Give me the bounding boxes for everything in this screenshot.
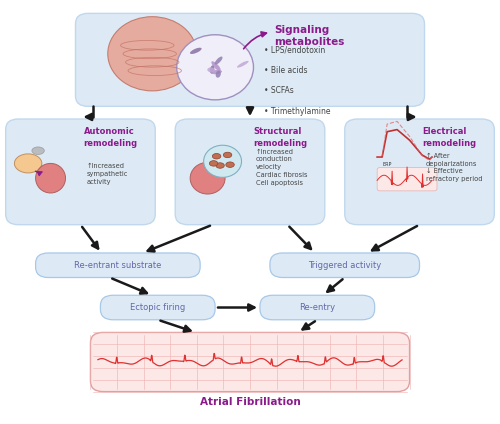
Circle shape (204, 145, 242, 177)
FancyBboxPatch shape (270, 253, 420, 277)
Ellipse shape (210, 65, 214, 73)
Ellipse shape (216, 163, 224, 168)
Ellipse shape (212, 153, 221, 159)
Ellipse shape (32, 147, 44, 154)
FancyBboxPatch shape (6, 119, 156, 225)
Ellipse shape (226, 162, 234, 167)
Ellipse shape (215, 56, 222, 64)
FancyBboxPatch shape (90, 332, 409, 392)
Text: • SCFAs: • SCFAs (264, 86, 294, 95)
Circle shape (176, 35, 254, 100)
Ellipse shape (190, 48, 202, 54)
Ellipse shape (14, 154, 42, 173)
Ellipse shape (36, 163, 66, 193)
Text: Autonomic
remodeling: Autonomic remodeling (84, 128, 138, 148)
Ellipse shape (190, 162, 225, 194)
Text: Structural
remodeling: Structural remodeling (253, 128, 307, 148)
FancyBboxPatch shape (377, 167, 437, 191)
Text: Re-entrant substrate: Re-entrant substrate (74, 261, 162, 270)
Ellipse shape (208, 67, 215, 73)
FancyBboxPatch shape (100, 295, 215, 320)
Text: • Trimethylamine: • Trimethylamine (264, 107, 330, 116)
Ellipse shape (210, 161, 218, 166)
Ellipse shape (237, 61, 248, 68)
Text: ERP: ERP (382, 162, 392, 167)
Ellipse shape (216, 71, 221, 78)
FancyBboxPatch shape (76, 14, 424, 106)
Text: Re-entry: Re-entry (299, 303, 336, 312)
Text: • LPS/endotoxin: • LPS/endotoxin (264, 46, 325, 55)
FancyBboxPatch shape (175, 119, 325, 225)
Text: • Bile acids: • Bile acids (264, 66, 308, 75)
Text: Triggered activity: Triggered activity (308, 261, 382, 270)
Text: ↑Increased
sympathetic
activity: ↑Increased sympathetic activity (86, 163, 128, 185)
Text: Ectopic firing: Ectopic firing (130, 303, 186, 312)
Ellipse shape (108, 17, 197, 91)
Ellipse shape (224, 152, 232, 158)
Ellipse shape (212, 61, 220, 71)
Ellipse shape (210, 70, 222, 74)
Text: ↑ After
depolarizations
↓ Effective
refractory period: ↑ After depolarizations ↓ Effective refr… (426, 153, 482, 182)
Text: Atrial Fibrillation: Atrial Fibrillation (200, 397, 300, 407)
Text: Electrical
remodeling: Electrical remodeling (422, 128, 476, 148)
FancyBboxPatch shape (344, 119, 494, 225)
FancyBboxPatch shape (36, 253, 200, 277)
Text: ↑Increased
conduction
velocity
Cardiac fibrosis
Cell apoptosis: ↑Increased conduction velocity Cardiac f… (256, 148, 308, 186)
FancyBboxPatch shape (260, 295, 374, 320)
Text: Signaling
metabolites: Signaling metabolites (274, 25, 345, 47)
